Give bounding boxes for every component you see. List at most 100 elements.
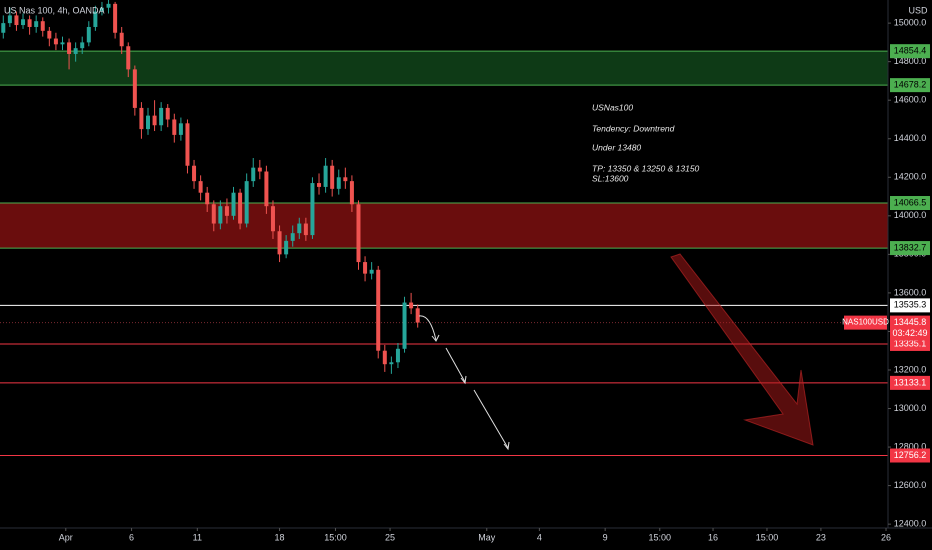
price-tag-label: 13832.7 bbox=[894, 242, 927, 252]
price-labels: 14854.4 14678.2 14066.5 13832.7 13535.3 13335… bbox=[842, 44, 930, 463]
x-tick-label: Apr bbox=[59, 532, 73, 542]
price-tag bbox=[890, 196, 930, 211]
candle-body bbox=[80, 42, 85, 49]
candle-body bbox=[369, 269, 374, 274]
candle-body bbox=[14, 15, 19, 26]
candle-body bbox=[218, 206, 223, 224]
annotation-line: Under 13480 bbox=[592, 142, 641, 152]
x-tick-label: 11 bbox=[193, 532, 202, 542]
price-tag-label: 13445.8 bbox=[894, 317, 927, 327]
price-tag bbox=[890, 375, 930, 390]
candle-body bbox=[238, 192, 243, 224]
symbol-tag bbox=[844, 315, 887, 330]
candle-body bbox=[126, 46, 131, 70]
candle-body bbox=[7, 15, 12, 24]
candle-body bbox=[264, 171, 269, 207]
candle-body bbox=[67, 42, 72, 54]
candle-body bbox=[192, 165, 197, 182]
price-tag-label: 14854.4 bbox=[894, 46, 927, 56]
y-tick-label: 14400.0 bbox=[894, 133, 927, 143]
y-tick-label: 14600.0 bbox=[894, 95, 927, 105]
candle-body bbox=[106, 3, 111, 8]
y-tick-label: 14800.0 bbox=[894, 56, 927, 66]
candle-body bbox=[113, 3, 118, 33]
levels bbox=[0, 50, 888, 457]
annotation-line: USNas100 bbox=[592, 102, 633, 112]
candle-body bbox=[47, 30, 52, 39]
y-tick-label: 15000.0 bbox=[894, 17, 927, 27]
candle-body bbox=[1, 23, 6, 33]
price-tag-label: 13335.1 bbox=[894, 338, 927, 348]
chart-title: US Nas 100, 4h, OANDA bbox=[4, 5, 105, 15]
candle-body bbox=[231, 192, 236, 216]
candle-body bbox=[343, 177, 348, 182]
countdown: 03:42:49 bbox=[892, 328, 927, 338]
y-tick-label: 13000.0 bbox=[894, 403, 927, 413]
price-tag bbox=[890, 241, 930, 256]
candle-body bbox=[40, 21, 45, 31]
y-tick-label: 14000.0 bbox=[894, 210, 927, 220]
candle-body bbox=[297, 223, 302, 234]
arrow-head bbox=[503, 441, 510, 451]
y-tick-label: 14200.0 bbox=[894, 172, 927, 182]
candle-body bbox=[60, 42, 65, 45]
candle-body bbox=[323, 165, 328, 187]
candle-body bbox=[395, 348, 400, 363]
candle-body bbox=[211, 204, 216, 224]
candle-body bbox=[336, 177, 341, 189]
candle-body bbox=[402, 302, 407, 349]
candle-body bbox=[317, 183, 322, 187]
candle-body bbox=[244, 181, 249, 224]
price-tag bbox=[890, 448, 930, 463]
candle-body bbox=[152, 115, 157, 126]
curve-arrow bbox=[418, 315, 437, 341]
x-tick-label: May bbox=[478, 532, 496, 542]
candle-body bbox=[257, 167, 262, 172]
candle-body bbox=[146, 115, 150, 130]
big-arrow bbox=[670, 253, 814, 446]
price-tag bbox=[890, 44, 930, 59]
y-tick-label: 12600.0 bbox=[894, 480, 927, 490]
candle-body bbox=[93, 11, 98, 27]
candle-body bbox=[224, 206, 229, 216]
annotation: USNas100 Tendency: Downtrend Under 13480 TP… bbox=[592, 102, 700, 183]
symbol-label: NAS100USD bbox=[842, 318, 889, 327]
y-tick-label: 12800.0 bbox=[894, 441, 927, 451]
candle-body bbox=[205, 192, 210, 205]
price-tag-label: 12756.2 bbox=[894, 450, 927, 460]
candle-body bbox=[53, 38, 58, 45]
x-tick-label: 16 bbox=[708, 532, 718, 542]
drawings bbox=[418, 315, 510, 451]
y-tick-label: 12400.0 bbox=[894, 519, 927, 529]
candle-body bbox=[277, 231, 282, 255]
arrow-head bbox=[460, 375, 467, 385]
x-tick-label: 15:00 bbox=[648, 532, 671, 542]
annotation-line: Tendency: Downtrend bbox=[592, 123, 675, 133]
candle-body bbox=[99, 7, 104, 12]
x-tick-label: 15:00 bbox=[324, 532, 347, 542]
candle-body bbox=[165, 107, 170, 120]
x-tick-label: 18 bbox=[275, 532, 285, 542]
arrow-line bbox=[445, 347, 466, 383]
candle-body bbox=[409, 302, 414, 309]
candle-body bbox=[73, 48, 78, 54]
candle-body bbox=[251, 167, 256, 182]
candle-body bbox=[389, 362, 394, 365]
candle-body bbox=[376, 269, 381, 351]
candle-body bbox=[303, 223, 308, 236]
candle-body bbox=[270, 206, 275, 232]
candle-body bbox=[159, 107, 164, 126]
y-axis-unit: USD bbox=[908, 5, 928, 15]
candle-body bbox=[349, 181, 354, 205]
x-tick-label: 4 bbox=[537, 532, 542, 542]
candle-body bbox=[310, 183, 315, 236]
price-tag bbox=[890, 78, 930, 93]
y-tick-label: 13200.0 bbox=[894, 364, 927, 374]
candle-body bbox=[34, 21, 39, 27]
candle-body bbox=[284, 240, 289, 255]
candle-body bbox=[139, 107, 144, 130]
candle-body bbox=[178, 123, 183, 135]
candle-body bbox=[330, 165, 335, 189]
